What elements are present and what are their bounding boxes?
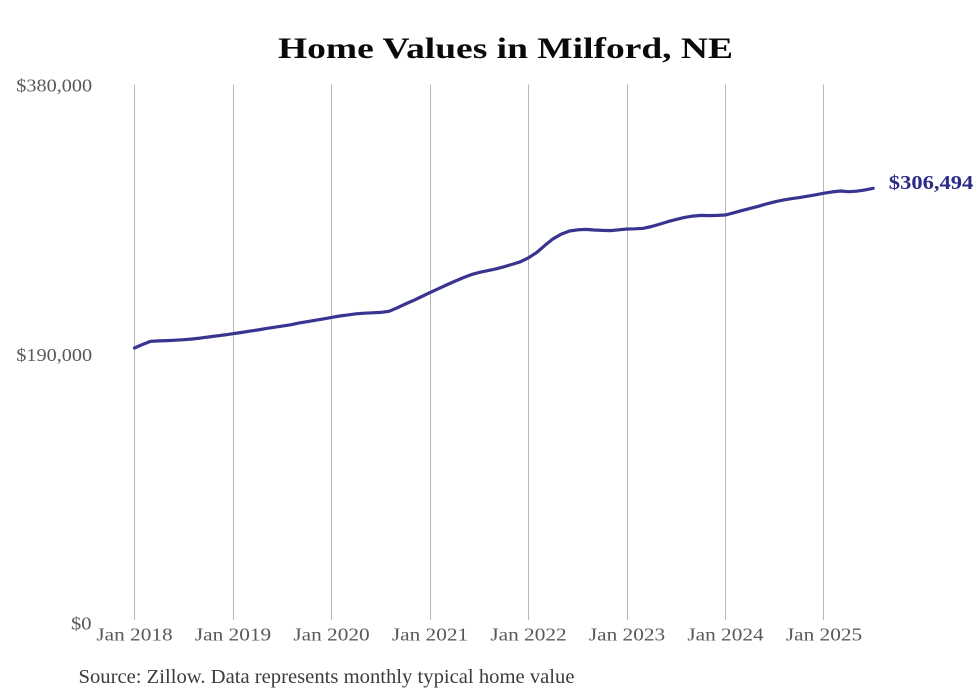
svg-text:Jan 2018: Jan 2018: [96, 625, 172, 645]
svg-text:Jan 2019: Jan 2019: [195, 625, 271, 645]
svg-text:Jan 2022: Jan 2022: [490, 625, 566, 645]
svg-text:$0: $0: [71, 614, 92, 634]
svg-text:Jan 2024: Jan 2024: [687, 625, 763, 645]
svg-text:Jan 2023: Jan 2023: [589, 625, 665, 645]
svg-text:$306,494: $306,494: [889, 172, 974, 194]
svg-text:$190,000: $190,000: [16, 345, 92, 365]
svg-text:Source: Zillow. Data represent: Source: Zillow. Data represents monthly …: [79, 666, 575, 688]
svg-text:Home Values in Milford, NE: Home Values in Milford, NE: [278, 32, 733, 65]
svg-text:Jan 2025: Jan 2025: [786, 625, 862, 645]
svg-text:Jan 2021: Jan 2021: [392, 625, 468, 645]
svg-text:$380,000: $380,000: [16, 75, 92, 95]
svg-text:Jan 2020: Jan 2020: [293, 625, 369, 645]
